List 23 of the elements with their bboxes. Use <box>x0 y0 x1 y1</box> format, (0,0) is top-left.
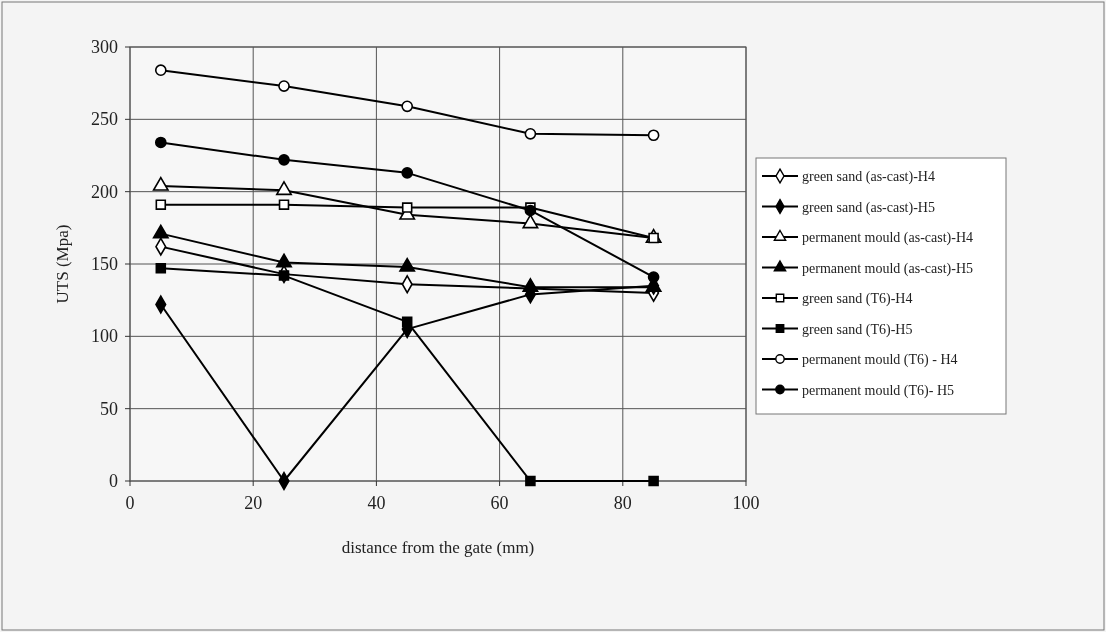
legend-label: permanent mould (T6) - H4 <box>802 352 958 368</box>
y-tick-label: 50 <box>100 398 118 419</box>
legend-label: green sand (as-cast)-H5 <box>802 199 935 216</box>
legend-label: green sand (T6)-H5 <box>802 321 913 338</box>
x-tick-label: 100 <box>732 493 760 513</box>
legend-label: permanent mould (T6)- H5 <box>802 382 955 399</box>
x-tick-label: 20 <box>244 493 263 513</box>
x-axis-title: distance from the gate (mm) <box>341 538 535 557</box>
y-tick-label: 100 <box>91 326 118 347</box>
y-tick-label: 200 <box>91 181 118 202</box>
x-tick-label: 80 <box>613 493 632 513</box>
legend-label: green sand (as-cast)-H4 <box>802 169 935 185</box>
x-tick-label: 60 <box>490 493 509 513</box>
x-tick-label: 0 <box>125 493 135 513</box>
legend-label: permanent mould (as-cast)-H4 <box>802 230 974 246</box>
y-tick-label: 300 <box>91 37 118 57</box>
y-axis-title: UTS (Mpa) <box>53 224 72 304</box>
y-tick-label: 0 <box>109 471 118 491</box>
y-tick-label: 150 <box>91 254 118 274</box>
legend-label: permanent mould (as-cast)-H5 <box>802 260 974 277</box>
legend-label: green sand (T6)-H4 <box>802 291 913 307</box>
y-tick-label: 250 <box>91 109 118 130</box>
x-tick-label: 40 <box>367 493 386 513</box>
